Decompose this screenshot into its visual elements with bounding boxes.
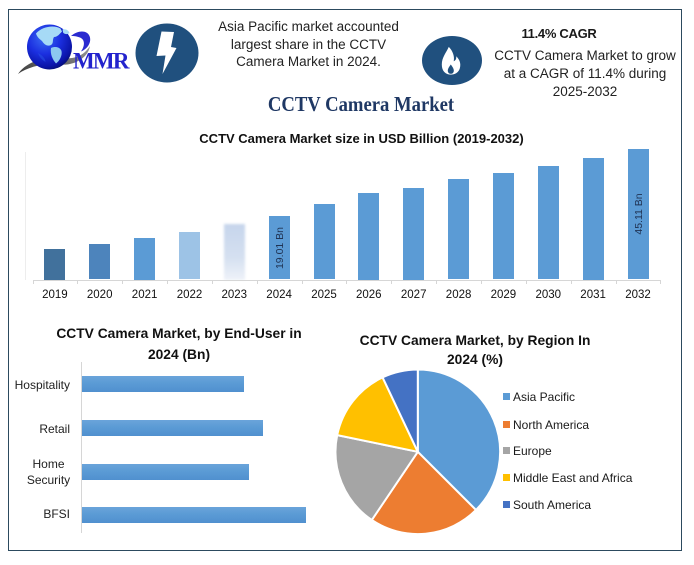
svg-text:MMR: MMR [73, 49, 130, 74]
